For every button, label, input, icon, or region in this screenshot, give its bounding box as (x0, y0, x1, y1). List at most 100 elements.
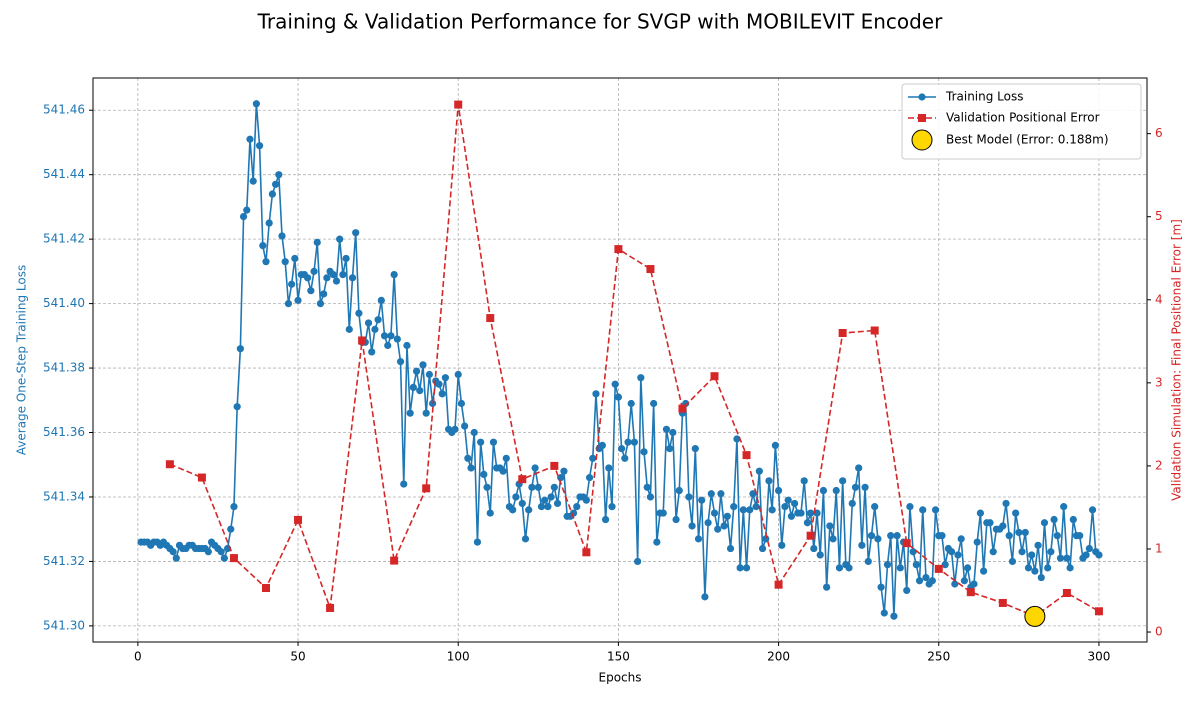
data-point (416, 387, 424, 395)
data-point (1047, 548, 1055, 556)
data-point (470, 428, 478, 437)
data-point (233, 403, 241, 411)
data-point (1082, 551, 1090, 559)
data-point (278, 232, 286, 240)
legend-label: Training Loss (945, 90, 1023, 104)
data-point (999, 522, 1007, 530)
data-point (227, 525, 235, 533)
data-point (928, 577, 936, 585)
y-tick-label: 541.34 (43, 489, 85, 503)
data-point (525, 506, 533, 514)
data-point (755, 467, 763, 475)
data-point (675, 486, 683, 495)
data-point (742, 564, 751, 572)
data-point (550, 483, 558, 491)
data-point (390, 270, 398, 279)
data-point (275, 171, 283, 179)
y2-tick-label: 4 (1155, 292, 1163, 306)
data-point (643, 483, 651, 491)
data-point (409, 383, 417, 391)
data-point (966, 588, 975, 597)
data-point (512, 493, 520, 501)
data-point (973, 538, 981, 546)
data-point (803, 519, 812, 527)
data-point (342, 254, 350, 263)
data-point (621, 454, 629, 462)
data-point (611, 380, 619, 388)
data-point (339, 270, 347, 279)
data-point (806, 531, 815, 540)
data-point (790, 499, 799, 508)
data-point (400, 480, 408, 488)
data-point (489, 438, 498, 446)
data-point (672, 515, 680, 524)
data-point (1069, 515, 1077, 524)
data-point (659, 509, 667, 517)
data-point (435, 380, 443, 388)
data-point (352, 229, 360, 237)
data-point (172, 554, 180, 562)
legend-marker (918, 93, 926, 101)
data-point (784, 496, 792, 504)
data-point (229, 554, 238, 563)
data-point (730, 503, 738, 511)
data-point (304, 274, 312, 282)
data-point (922, 573, 930, 582)
data-point (694, 535, 703, 543)
data-point (774, 486, 783, 495)
data-point (1085, 544, 1093, 553)
data-point (627, 399, 635, 408)
data-point (771, 441, 779, 450)
data-point (412, 367, 421, 375)
data-point (662, 425, 671, 433)
data-point (807, 509, 815, 517)
data-point (646, 265, 655, 274)
data-point (1024, 605, 1046, 627)
data-point (1088, 506, 1097, 514)
data-point (653, 538, 661, 546)
data-point (601, 515, 610, 524)
data-point (909, 548, 917, 556)
data-point (704, 519, 712, 527)
data-point (291, 254, 299, 263)
data-point (236, 345, 244, 353)
plot-frame (92, 77, 1148, 643)
legend-label: Best Model (Error: 0.188m) (946, 133, 1109, 147)
data-point (550, 461, 559, 470)
data-point (294, 515, 303, 524)
x-tick-label: 300 (1087, 650, 1110, 664)
data-point (477, 438, 485, 446)
data-point (646, 493, 655, 501)
data-point (726, 544, 735, 553)
data-point (669, 428, 677, 437)
data-point (880, 609, 888, 617)
y2-tick-label: 2 (1155, 458, 1163, 472)
data-point (265, 219, 273, 227)
data-point (310, 267, 318, 275)
data-point (518, 475, 527, 484)
data-point (630, 438, 639, 446)
data-point (316, 300, 325, 308)
data-point (912, 561, 920, 569)
data-point (480, 470, 488, 479)
data-point (243, 206, 251, 214)
data-point (348, 274, 357, 282)
data-point (284, 300, 293, 308)
data-point (1062, 588, 1071, 597)
data-point (883, 561, 892, 569)
data-point (1066, 564, 1074, 572)
data-point (838, 329, 847, 338)
data-point (425, 370, 433, 379)
data-point (313, 238, 321, 246)
data-point (473, 538, 482, 546)
data-point (874, 535, 882, 543)
data-point (272, 180, 280, 188)
y-axis-label: Average One-Step Training Loss (15, 265, 29, 455)
series-line (169, 104, 1100, 618)
data-point (467, 464, 475, 472)
data-point (934, 564, 943, 573)
data-point (1094, 607, 1103, 616)
data-point (1044, 564, 1052, 572)
data-point (454, 370, 462, 379)
